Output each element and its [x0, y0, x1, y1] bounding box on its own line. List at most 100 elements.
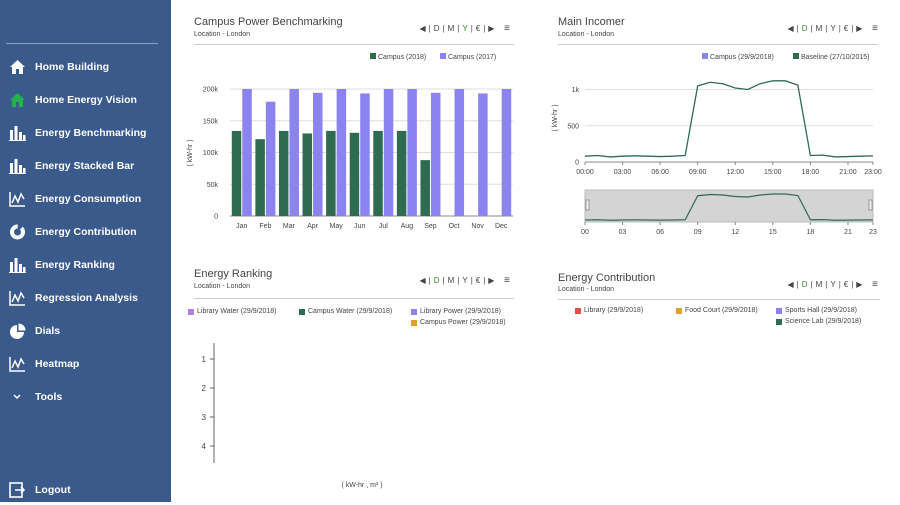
menu-icon[interactable]: ≡ [871, 279, 878, 290]
day-button[interactable]: D [433, 276, 440, 285]
month-button[interactable]: M [815, 280, 823, 289]
legend-label: Library (29/9/2018) [584, 307, 644, 314]
next-button[interactable]: ▶ [856, 280, 863, 289]
x-tick-label: Jun [354, 223, 365, 230]
divider: | [483, 24, 486, 33]
donut-icon [8, 223, 26, 241]
sidebar-item-tools[interactable]: Tools [0, 382, 171, 412]
currency-button[interactable]: € [475, 24, 481, 33]
sidebar-item-home-building[interactable]: Home Building [0, 52, 171, 82]
menu-icon[interactable]: ≡ [871, 23, 878, 34]
sidebar-item-heatmap[interactable]: Heatmap [0, 349, 171, 379]
sidebar-item-label: Regression Analysis [35, 292, 138, 304]
menu-icon[interactable]: ≡ [503, 23, 510, 34]
y-tick-label: 3 [202, 413, 207, 422]
sidebar-item-label: Dials [35, 325, 61, 337]
ranking-period-controls: ◀ | D | M | Y | € | ▶ ≡ [418, 275, 510, 286]
y-tick-label: 150k [203, 118, 219, 125]
incomer-divider [558, 44, 878, 45]
sidebar-item-home-energy-vision[interactable]: Home Energy Vision [0, 85, 171, 115]
sidebar-item-regression-analysis[interactable]: Regression Analysis [0, 283, 171, 313]
legend-swatch [575, 307, 581, 314]
x-tick-label: Aug [401, 223, 414, 230]
year-button[interactable]: Y [830, 24, 836, 33]
currency-button[interactable]: € [843, 280, 849, 289]
bar [231, 130, 242, 216]
legend-label: Campus (2018) [378, 54, 426, 61]
y-tick-label: 0 [575, 160, 579, 167]
legend-swatch [776, 307, 782, 314]
contribution-legend-item[interactable]: Science Lab (29/9/2018) [776, 318, 861, 325]
contribution-legend-item[interactable]: Food Court (29/9/2018) [676, 307, 758, 314]
bar [313, 92, 323, 216]
contribution-period-controls: ◀ | D | M | Y | € | ▶ ≡ [786, 279, 878, 290]
contribution-subtitle: Location - London [558, 286, 615, 293]
currency-button[interactable]: € [475, 276, 481, 285]
year-button[interactable]: Y [830, 280, 836, 289]
divider: | [483, 276, 486, 285]
sidebar-item-dials[interactable]: Dials [0, 316, 171, 346]
menu-icon[interactable]: ≡ [503, 275, 510, 286]
y-axis-label: ( kW-hr ) [552, 104, 559, 131]
year-button[interactable]: Y [462, 276, 468, 285]
sidebar-item-energy-stacked-bar[interactable]: Energy Stacked Bar [0, 151, 171, 181]
divider: | [825, 24, 828, 33]
x-tick-label: May [330, 223, 344, 230]
day-button[interactable]: D [801, 24, 808, 33]
bar [478, 93, 488, 216]
y-tick-label: 100k [203, 150, 219, 157]
month-button[interactable]: M [815, 24, 823, 33]
bar [407, 89, 417, 216]
navigator-series-line [584, 193, 874, 221]
day-button[interactable]: D [801, 280, 808, 289]
sidebar-item-energy-contribution[interactable]: Energy Contribution [0, 217, 171, 247]
sidebar-item-energy-ranking[interactable]: Energy Ranking [0, 250, 171, 280]
ranking-title: Energy Ranking [194, 268, 273, 280]
month-button[interactable]: M [447, 24, 455, 33]
ranking-divider [194, 298, 514, 299]
ranking-legend-item[interactable]: Library Power (29/9/2018) [411, 308, 501, 315]
bar [420, 160, 430, 216]
contribution-legend-item[interactable]: Sports Hall (29/9/2018) [776, 307, 857, 314]
logout-button[interactable]: Logout [0, 475, 171, 505]
legend-swatch [702, 53, 708, 59]
currency-button[interactable]: € [843, 24, 849, 33]
ranking-legend-item[interactable]: Campus Power (29/9/2018) [411, 319, 506, 326]
bar [373, 130, 383, 216]
divider: | [825, 280, 828, 289]
day-button[interactable]: D [433, 24, 440, 33]
ranking-legend-item[interactable]: Library Water (29/9/2018) [188, 308, 277, 315]
divider: | [442, 276, 445, 285]
legend-label: Baseline (27/10/2015) [801, 54, 870, 61]
contribution-legend-item[interactable]: Library (29/9/2018) [575, 307, 643, 314]
line-chart-icon [8, 289, 26, 307]
range-navigator [584, 189, 874, 223]
next-button[interactable]: ▶ [488, 24, 495, 33]
next-button[interactable]: ▶ [856, 24, 863, 33]
nav-tick-label: 12 [731, 229, 739, 236]
benchmark-title: Campus Power Benchmarking [194, 16, 343, 28]
prev-button[interactable]: ◀ [419, 276, 426, 285]
prev-button[interactable]: ◀ [787, 280, 794, 289]
x-tick-label: Oct [449, 223, 460, 230]
next-button[interactable]: ▶ [488, 276, 495, 285]
prev-button[interactable]: ◀ [787, 24, 794, 33]
y-tick-label: 1 [202, 355, 207, 364]
sidebar-item-energy-consumption[interactable]: Energy Consumption [0, 184, 171, 214]
ranking-legend-item[interactable]: Campus Water (29/9/2018) [299, 308, 392, 315]
ranking-chart: 1 2 3 4 ( kW-hr , m³ ) [202, 343, 383, 489]
navigator-left-handle [585, 199, 590, 211]
y-tick-label: 1k [572, 87, 580, 94]
prev-button[interactable]: ◀ [419, 24, 426, 33]
month-button[interactable]: M [447, 276, 455, 285]
baseline-series-line [584, 80, 874, 158]
sidebar-item-energy-benchmarking[interactable]: Energy Benchmarking [0, 118, 171, 148]
sidebar-item-label: Home Building [35, 61, 110, 73]
bar [383, 89, 394, 216]
nav-tick-label: 06 [656, 229, 664, 236]
home-icon [8, 58, 26, 76]
y-tick-label: 200k [203, 87, 219, 94]
nav-tick-label: 15 [769, 229, 777, 236]
year-button[interactable]: Y [462, 24, 468, 33]
bar [349, 132, 360, 216]
